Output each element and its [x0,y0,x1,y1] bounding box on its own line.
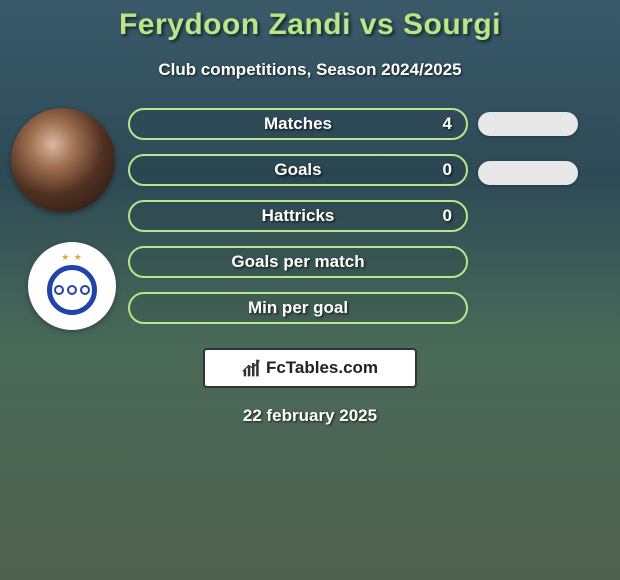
crest-rings-icon [47,265,97,315]
stat-label: Goals [274,160,321,180]
stat-bar: Goals per match [128,246,468,278]
stat-label: Matches [264,114,332,134]
stat-row-matches: Matches 4 [128,108,608,140]
page-title: Ferydoon Zandi vs Sourgi [0,8,620,42]
stat-value: 4 [443,114,452,134]
stat-row-hattricks: Hattricks 0 [128,200,608,232]
comparison-pill [478,161,578,185]
stat-bar: Hattricks 0 [128,200,468,232]
brand-text: FcTables.com [266,358,378,378]
crest-stars-icon: ★ ★ [61,252,83,263]
main-area: ★ ★ Matches 4 Goals 0 [0,108,620,330]
stats-column: Matches 4 Goals 0 Hattricks 0 [128,108,612,324]
subtitle: Club competitions, Season 2024/2025 [0,60,620,80]
stat-label: Goals per match [231,252,364,272]
club-crest: ★ ★ [28,242,116,330]
stat-row-goals: Goals 0 [128,154,608,186]
stat-bar: Min per goal [128,292,468,324]
stat-bar: Matches 4 [128,108,468,140]
stat-value: 0 [443,160,452,180]
comparison-pill [478,112,578,136]
chart-icon [242,358,262,378]
player-avatar [11,108,115,212]
avatar-column: ★ ★ [8,108,128,330]
stat-row-mpg: Min per goal [128,292,608,324]
stat-bar: Goals 0 [128,154,468,186]
stat-label: Hattricks [262,206,335,226]
brand-box: FcTables.com [203,348,417,388]
infographic-card: Ferydoon Zandi vs Sourgi Club competitio… [0,0,620,580]
stat-label: Min per goal [248,298,348,318]
stat-row-gpm: Goals per match [128,246,608,278]
date-label: 22 february 2025 [0,406,620,426]
stat-value: 0 [443,206,452,226]
